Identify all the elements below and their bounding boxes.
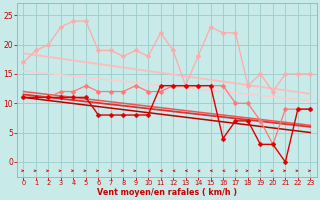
X-axis label: Vent moyen/en rafales ( km/h ): Vent moyen/en rafales ( km/h )	[97, 188, 237, 197]
